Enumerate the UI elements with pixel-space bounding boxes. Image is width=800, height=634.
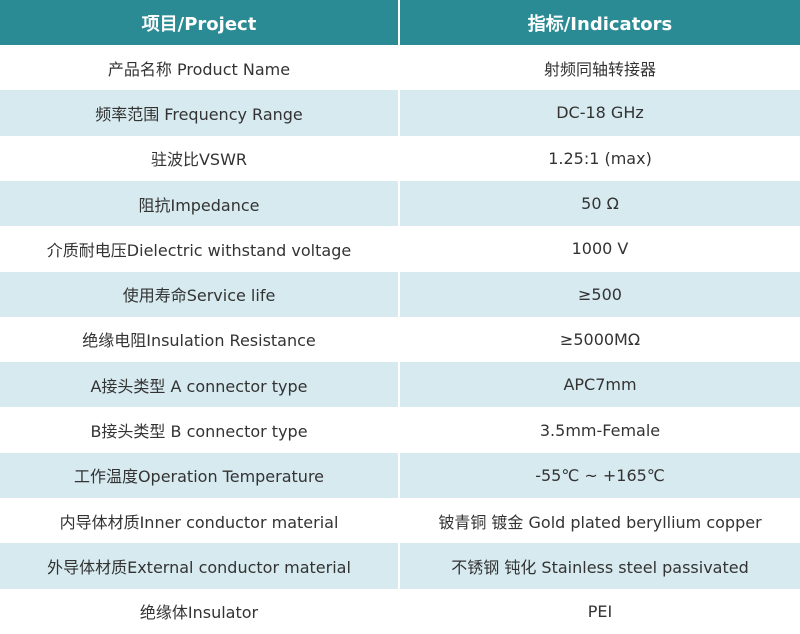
table-cell: 工作温度Operation Temperature (0, 452, 400, 499)
table-cell: 产品名称 Product Name (0, 45, 400, 91)
table-cell: 1000 V (400, 226, 800, 272)
table-cell: 绝缘电阻Insulation Resistance (0, 316, 400, 363)
table-cell: APC7mm (400, 362, 800, 408)
table-cell: -55℃ ~ +165℃ (400, 452, 800, 499)
table-cell: 不锈钢 钝化 Stainless steel passivated (400, 543, 800, 589)
table-cell: 阻抗Impedance (0, 180, 400, 227)
table-cell: 1.25:1 (max) (400, 135, 800, 181)
table-cell: 绝缘体Insulator (0, 588, 400, 634)
table-cell: DC-18 GHz (400, 90, 800, 136)
table-cell: 使用寿命Service life (0, 271, 400, 317)
table-cell: A接头类型 A connector type (0, 362, 400, 408)
table-cell: 射频同轴转接器 (400, 45, 800, 91)
table-cell: 50 Ω (400, 180, 800, 227)
table-cell: 介质耐电压Dielectric withstand voltage (0, 226, 400, 272)
table-cell: 3.5mm-Female (400, 407, 800, 453)
header-cell: 项目/Project (0, 0, 400, 45)
table-cell: ≥500 (400, 271, 800, 317)
table-cell: 铍青铜 镀金 Gold plated beryllium copper (400, 498, 800, 544)
header-cell: 指标/Indicators (400, 0, 800, 45)
table-cell: 内导体材质Inner conductor material (0, 498, 400, 544)
table-cell: ≥5000MΩ (400, 316, 800, 363)
table-cell: 驻波比VSWR (0, 135, 400, 181)
table-cell: PEI (400, 588, 800, 634)
table-cell: 频率范围 Frequency Range (0, 90, 400, 136)
table-cell: B接头类型 B connector type (0, 407, 400, 453)
table-cell: 外导体材质External conductor material (0, 543, 400, 589)
